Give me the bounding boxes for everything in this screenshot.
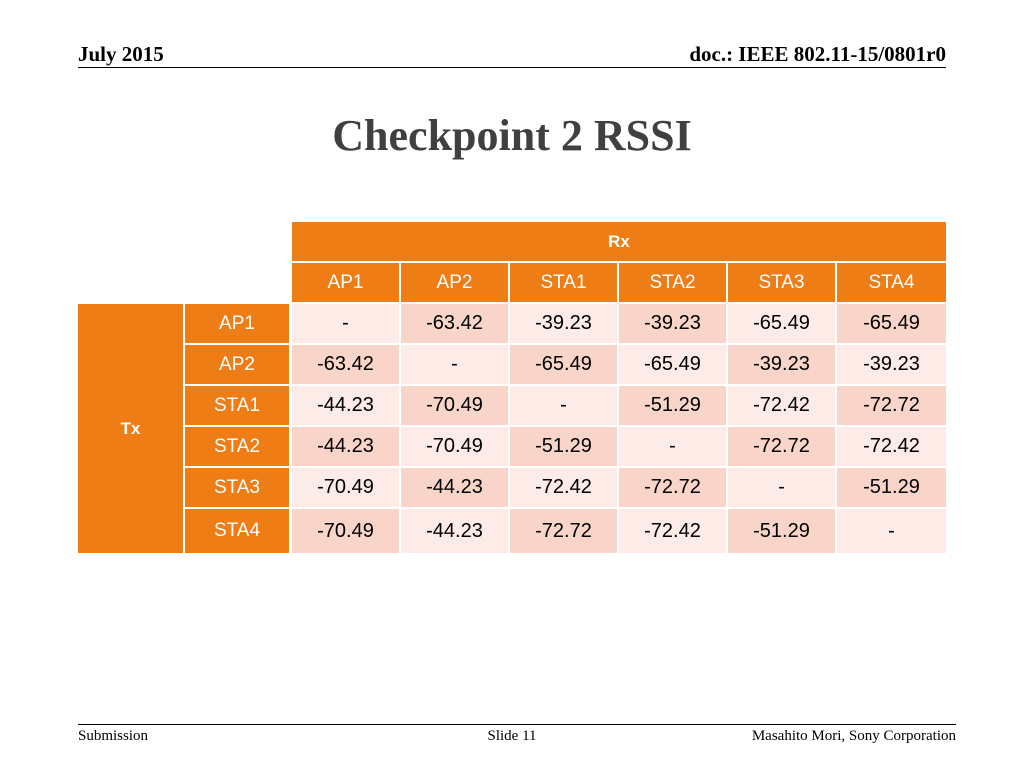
rx-header: Rx (292, 222, 946, 263)
column-header-ap2: AP2 (401, 263, 510, 304)
row-header-ap2: AP2 (185, 345, 292, 386)
row-header-sta3: STA3 (185, 468, 292, 509)
table-cell: - (401, 345, 510, 386)
row-header-sta1: STA1 (185, 386, 292, 427)
table-cell: - (728, 468, 837, 509)
row-header-sta4: STA4 (185, 509, 292, 553)
table-cell: -72.42 (510, 468, 619, 509)
header-date: July 2015 (78, 42, 164, 66)
table-cell: -70.49 (292, 509, 401, 553)
table-cell: -39.23 (619, 304, 728, 345)
table-cell: -70.49 (401, 427, 510, 468)
table-cell: -51.29 (619, 386, 728, 427)
table-cell: -72.72 (619, 468, 728, 509)
table-cell: -51.29 (728, 509, 837, 553)
table-cell: -65.49 (619, 345, 728, 386)
table-cell: -39.23 (510, 304, 619, 345)
column-header-sta3: STA3 (728, 263, 837, 304)
footer-slide-number: Slide 11 (487, 728, 537, 744)
table-cell: -63.42 (292, 345, 401, 386)
slide-title: Checkpoint 2 RSSI (332, 111, 692, 160)
table-cell: -44.23 (401, 509, 510, 553)
table-cell: -65.49 (510, 345, 619, 386)
table-cell: - (619, 427, 728, 468)
table-cell: -72.72 (837, 386, 946, 427)
table-cell: -72.72 (728, 427, 837, 468)
footer-divider (78, 724, 956, 725)
column-header-ap1: AP1 (292, 263, 401, 304)
table-cell: -39.23 (728, 345, 837, 386)
tx-header: Tx (78, 304, 185, 553)
table-cell: -65.49 (728, 304, 837, 345)
header-divider (78, 67, 946, 68)
footer-author: Masahito Mori, Sony Corporation (751, 728, 956, 744)
footer-submission: Submission (78, 728, 149, 744)
table-cell: -63.42 (401, 304, 510, 345)
table-cell: -72.72 (510, 509, 619, 553)
table-cell: -44.23 (292, 427, 401, 468)
table-cell: -70.49 (401, 386, 510, 427)
table-cell: -51.29 (837, 468, 946, 509)
column-header-sta2: STA2 (619, 263, 728, 304)
table-cell: -72.42 (837, 427, 946, 468)
table-cell: -39.23 (837, 345, 946, 386)
table-cell: -70.49 (292, 468, 401, 509)
table-cell: -65.49 (837, 304, 946, 345)
table-cell: -72.42 (619, 509, 728, 553)
row-header-sta2: STA2 (185, 427, 292, 468)
table-cell: -51.29 (510, 427, 619, 468)
rssi-table: Rx AP1 AP2 STA1 STA2 STA3 STA4 Tx AP1- -63.42 -39.… (78, 222, 946, 553)
column-header-sta4: STA4 (837, 263, 946, 304)
header-doc-id: doc.: IEEE 802.11-15/0801r0 (689, 42, 946, 66)
column-header-sta1: STA1 (510, 263, 619, 304)
table-cell: - (292, 304, 401, 345)
row-header-ap1: AP1 (185, 304, 292, 345)
table-cell: -44.23 (292, 386, 401, 427)
table-cell: -72.42 (728, 386, 837, 427)
table-cell: -44.23 (401, 468, 510, 509)
table-cell: - (837, 509, 946, 553)
table-cell: - (510, 386, 619, 427)
